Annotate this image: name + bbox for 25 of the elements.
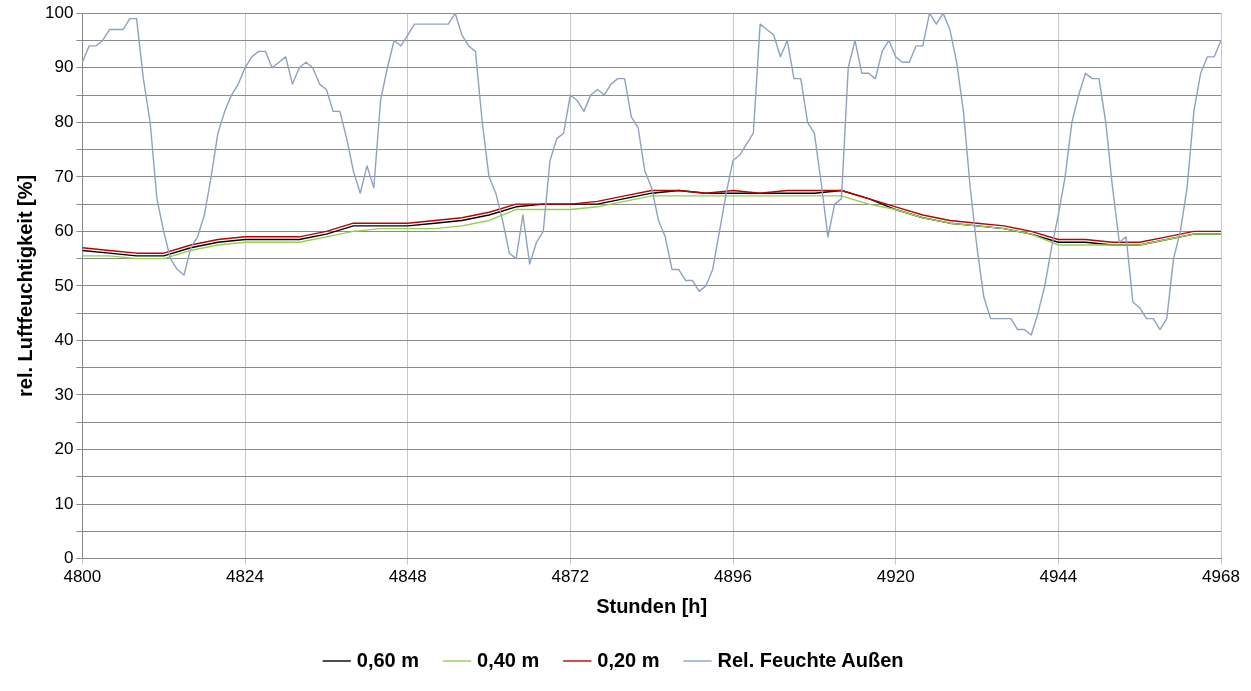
y-tick-label: 50	[54, 275, 74, 295]
y-tick-label: 20	[54, 439, 74, 459]
y-tick-label: 80	[54, 111, 74, 131]
y-tick-label: 60	[54, 221, 74, 241]
x-tick-label: 4872	[551, 567, 590, 587]
legend-label: 0,60 m	[356, 648, 420, 671]
x-axis-title: Stunden [h]	[596, 594, 708, 617]
y-axis-title: rel. Luftfeuchtigkeit [%]	[13, 174, 36, 398]
y-tick-label: 90	[54, 57, 74, 77]
y-tick-label: 100	[44, 2, 74, 22]
y-tick-label: 10	[54, 493, 74, 513]
x-tick-label: 4800	[63, 567, 102, 587]
x-tick-label: 4824	[226, 567, 264, 587]
legend-label: 0,40 m	[477, 648, 540, 671]
y-tick-label: 40	[54, 330, 74, 350]
y-tick-label: 30	[54, 384, 74, 404]
x-tick-label: 4920	[876, 567, 915, 587]
x-tick-label: 4944	[1039, 567, 1078, 587]
y-tick-label: 70	[54, 166, 74, 186]
x-tick-label: 4968	[1202, 567, 1240, 587]
x-tick-label: 4896	[714, 567, 752, 587]
legend-label: 0,20 m	[597, 648, 660, 671]
x-tick-label: 4848	[388, 567, 427, 587]
legend-label: Rel. Feuchte Außen	[717, 648, 904, 671]
y-tick-label: 0	[63, 548, 74, 568]
